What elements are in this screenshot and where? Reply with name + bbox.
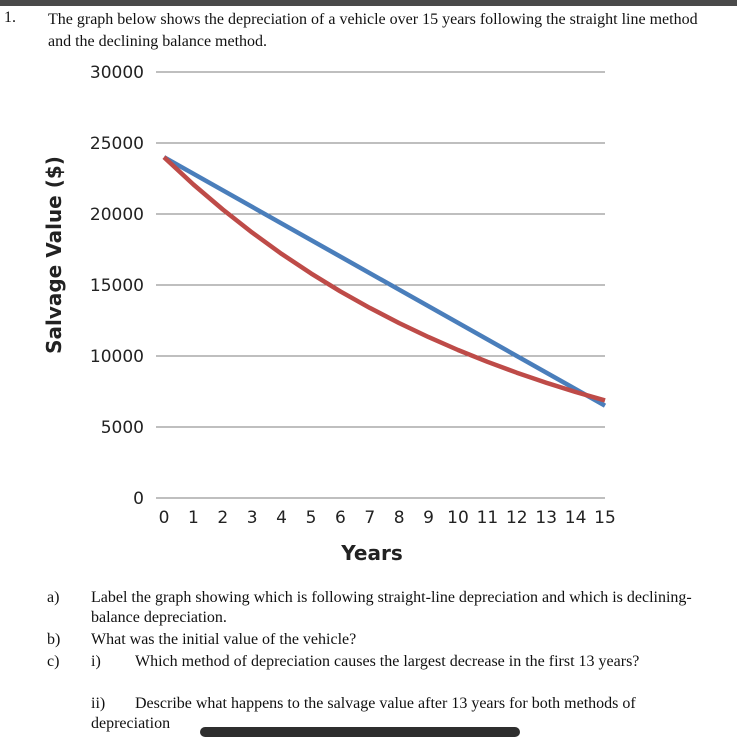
- part-text: i) Which method of depreciation causes th…: [91, 652, 711, 672]
- x-tick-label: 2: [217, 508, 228, 528]
- question-intro: The graph below shows the depreciation o…: [48, 11, 698, 50]
- y-tick-label: 15000: [90, 276, 144, 296]
- y-axis-label: Salvage Value ($): [42, 156, 66, 354]
- x-tick-label: 8: [394, 508, 405, 528]
- x-tick-label: 14: [565, 508, 587, 528]
- part-text: Label the graph showing which is followi…: [91, 589, 692, 626]
- part-text: ii) Describe what happens to the salvage …: [91, 694, 711, 734]
- y-tick-label: 0: [133, 489, 144, 509]
- x-tick-label: 10: [447, 508, 469, 528]
- x-tick-label: 1: [188, 508, 199, 528]
- x-tick-label: 15: [594, 508, 616, 528]
- y-tick-label: 10000: [90, 347, 144, 367]
- x-tick-label: 6: [335, 508, 346, 528]
- series-line-0: [162, 155, 607, 408]
- x-tick-label: 3: [247, 508, 258, 528]
- y-tick-label: 30000: [90, 63, 144, 83]
- x-tick-label: 0: [159, 508, 170, 528]
- x-tick-label: 12: [506, 508, 528, 528]
- overlay-bar: [200, 727, 520, 737]
- part-letter: a): [47, 589, 60, 606]
- sub-part-numeral: i): [91, 653, 101, 670]
- question-number: 1.: [4, 9, 16, 26]
- chart-gridlines: [156, 71, 605, 499]
- sub-part-text: Describe what happens to the salvage val…: [91, 695, 636, 732]
- series-line-1: [162, 155, 606, 403]
- x-tick-label: 5: [306, 508, 317, 528]
- part-letter: b): [47, 631, 61, 648]
- x-tick-label: 7: [364, 508, 375, 528]
- x-axis-label: Years: [340, 541, 402, 565]
- y-tick-label: 20000: [90, 205, 144, 225]
- sub-part-text: Which method of depreciation causes the …: [135, 653, 640, 670]
- window-top-bar: [0, 0, 737, 6]
- x-tick-label: 4: [276, 508, 287, 528]
- part-letter: c): [47, 653, 60, 670]
- chart-series: [162, 155, 607, 408]
- y-tick-label: 5000: [101, 418, 144, 438]
- x-tick-labels: 0 1 2 3 4 5 6 7 8 9 10 11 12 13 14 15: [159, 508, 616, 528]
- x-tick-label: 9: [423, 508, 434, 528]
- part-text: What was the initial value of the vehicl…: [91, 631, 357, 648]
- y-tick-label: 25000: [90, 134, 144, 154]
- x-tick-label: 13: [535, 508, 557, 528]
- sub-part-numeral: ii): [91, 695, 106, 712]
- y-tick-labels: 0 5000 10000 15000 20000 25000 30000: [90, 63, 144, 509]
- x-tick-label: 11: [477, 508, 499, 528]
